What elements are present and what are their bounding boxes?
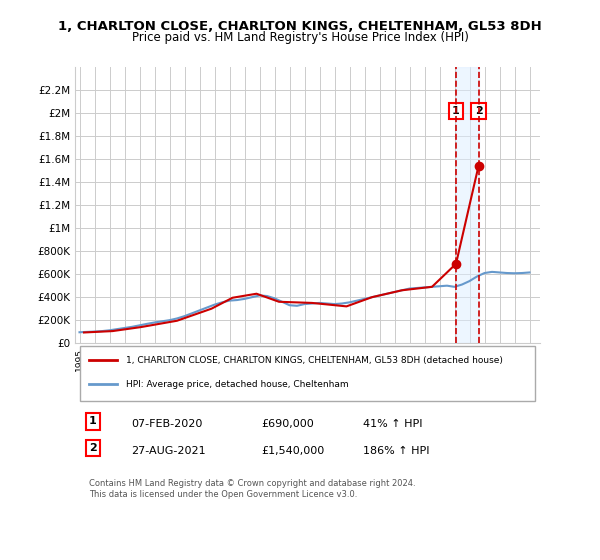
Text: 1: 1 xyxy=(89,417,97,426)
Bar xyxy=(456,67,479,343)
FancyBboxPatch shape xyxy=(80,346,535,400)
Text: HPI: Average price, detached house, Cheltenham: HPI: Average price, detached house, Chel… xyxy=(126,380,349,389)
Text: 1: 1 xyxy=(452,106,460,116)
Text: Price paid vs. HM Land Registry's House Price Index (HPI): Price paid vs. HM Land Registry's House … xyxy=(131,31,469,44)
Text: 186% ↑ HPI: 186% ↑ HPI xyxy=(364,446,430,456)
Text: Contains HM Land Registry data © Crown copyright and database right 2024.
This d: Contains HM Land Registry data © Crown c… xyxy=(89,479,416,498)
Text: 41% ↑ HPI: 41% ↑ HPI xyxy=(364,419,423,430)
Text: £690,000: £690,000 xyxy=(261,419,314,430)
Text: 07-FEB-2020: 07-FEB-2020 xyxy=(131,419,202,430)
Text: 1, CHARLTON CLOSE, CHARLTON KINGS, CHELTENHAM, GL53 8DH (detached house): 1, CHARLTON CLOSE, CHARLTON KINGS, CHELT… xyxy=(126,356,503,365)
Text: £1,540,000: £1,540,000 xyxy=(261,446,324,456)
Text: 1, CHARLTON CLOSE, CHARLTON KINGS, CHELTENHAM, GL53 8DH: 1, CHARLTON CLOSE, CHARLTON KINGS, CHELT… xyxy=(58,20,542,32)
Text: 2: 2 xyxy=(475,106,482,116)
Text: 2: 2 xyxy=(89,443,97,453)
Text: 27-AUG-2021: 27-AUG-2021 xyxy=(131,446,205,456)
